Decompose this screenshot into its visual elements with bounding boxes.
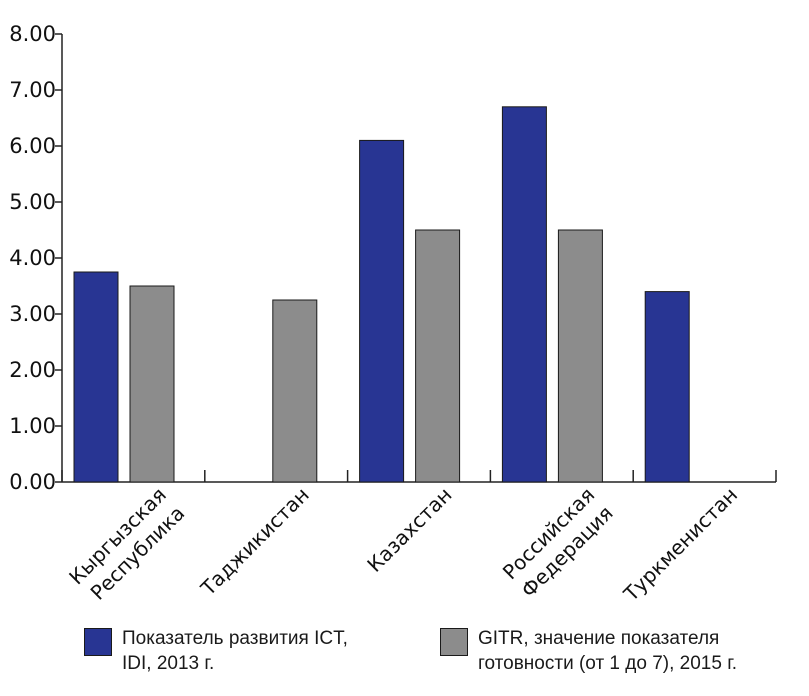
x-tick-label: Казахстан (362, 483, 456, 577)
y-tick-label: 4.00 (9, 246, 56, 270)
x-tick-label: РоссийскаяФедерация (498, 483, 618, 603)
y-tick-label: 3.00 (9, 302, 56, 326)
y-tick-label: 8.00 (9, 22, 56, 46)
y-tick-label: 6.00 (9, 134, 56, 158)
y-axis: 0.00 1.00 2.00 3.00 4.00 5.00 6.00 7.00 8.00 (9, 22, 63, 494)
bar-series1-cat1 (272, 299, 318, 483)
x-tick-label: Таджикистан (195, 483, 313, 601)
bar-series0-cat4 (644, 291, 690, 483)
legend-swatch-gitr (440, 628, 468, 656)
bar-series0-cat2 (359, 139, 405, 483)
bars (73, 106, 690, 483)
legend-item-idi: Показатель развития ICT, IDI, 2013 г. (84, 626, 348, 676)
legend-label-idi-line1: Показатель развития ICT, (122, 628, 348, 649)
x-tick-label: КыргызскаяРеспублика (64, 483, 189, 608)
x-tick-labels: КыргызскаяРеспублика Таджикистан Казахстан… (64, 483, 742, 608)
bar-series1-cat0 (129, 285, 175, 483)
bar-series0-cat3 (501, 106, 547, 483)
legend-item-gitr: GITR, значение показателя готовности (от… (440, 626, 737, 676)
legend-label-gitr-line2: готовности (от 1 до 7), 2015 г. (478, 653, 738, 674)
bar-series1-cat3 (557, 229, 603, 483)
y-tick-label: 0.00 (9, 470, 56, 494)
y-tick-label: 5.00 (9, 190, 56, 214)
legend-label-idi-line2: IDI, 2013 г. (122, 653, 215, 674)
y-tick-label: 7.00 (9, 78, 56, 102)
y-tick-label: 2.00 (9, 358, 56, 382)
x-tick-label: Туркменистан (618, 483, 742, 607)
legend-swatch-idi (84, 628, 112, 656)
legend-label-gitr-line1: GITR, значение показателя (478, 628, 720, 649)
y-tick-label: 1.00 (9, 414, 56, 438)
bar-series0-cat0 (73, 271, 119, 483)
bar-series1-cat2 (415, 229, 461, 483)
